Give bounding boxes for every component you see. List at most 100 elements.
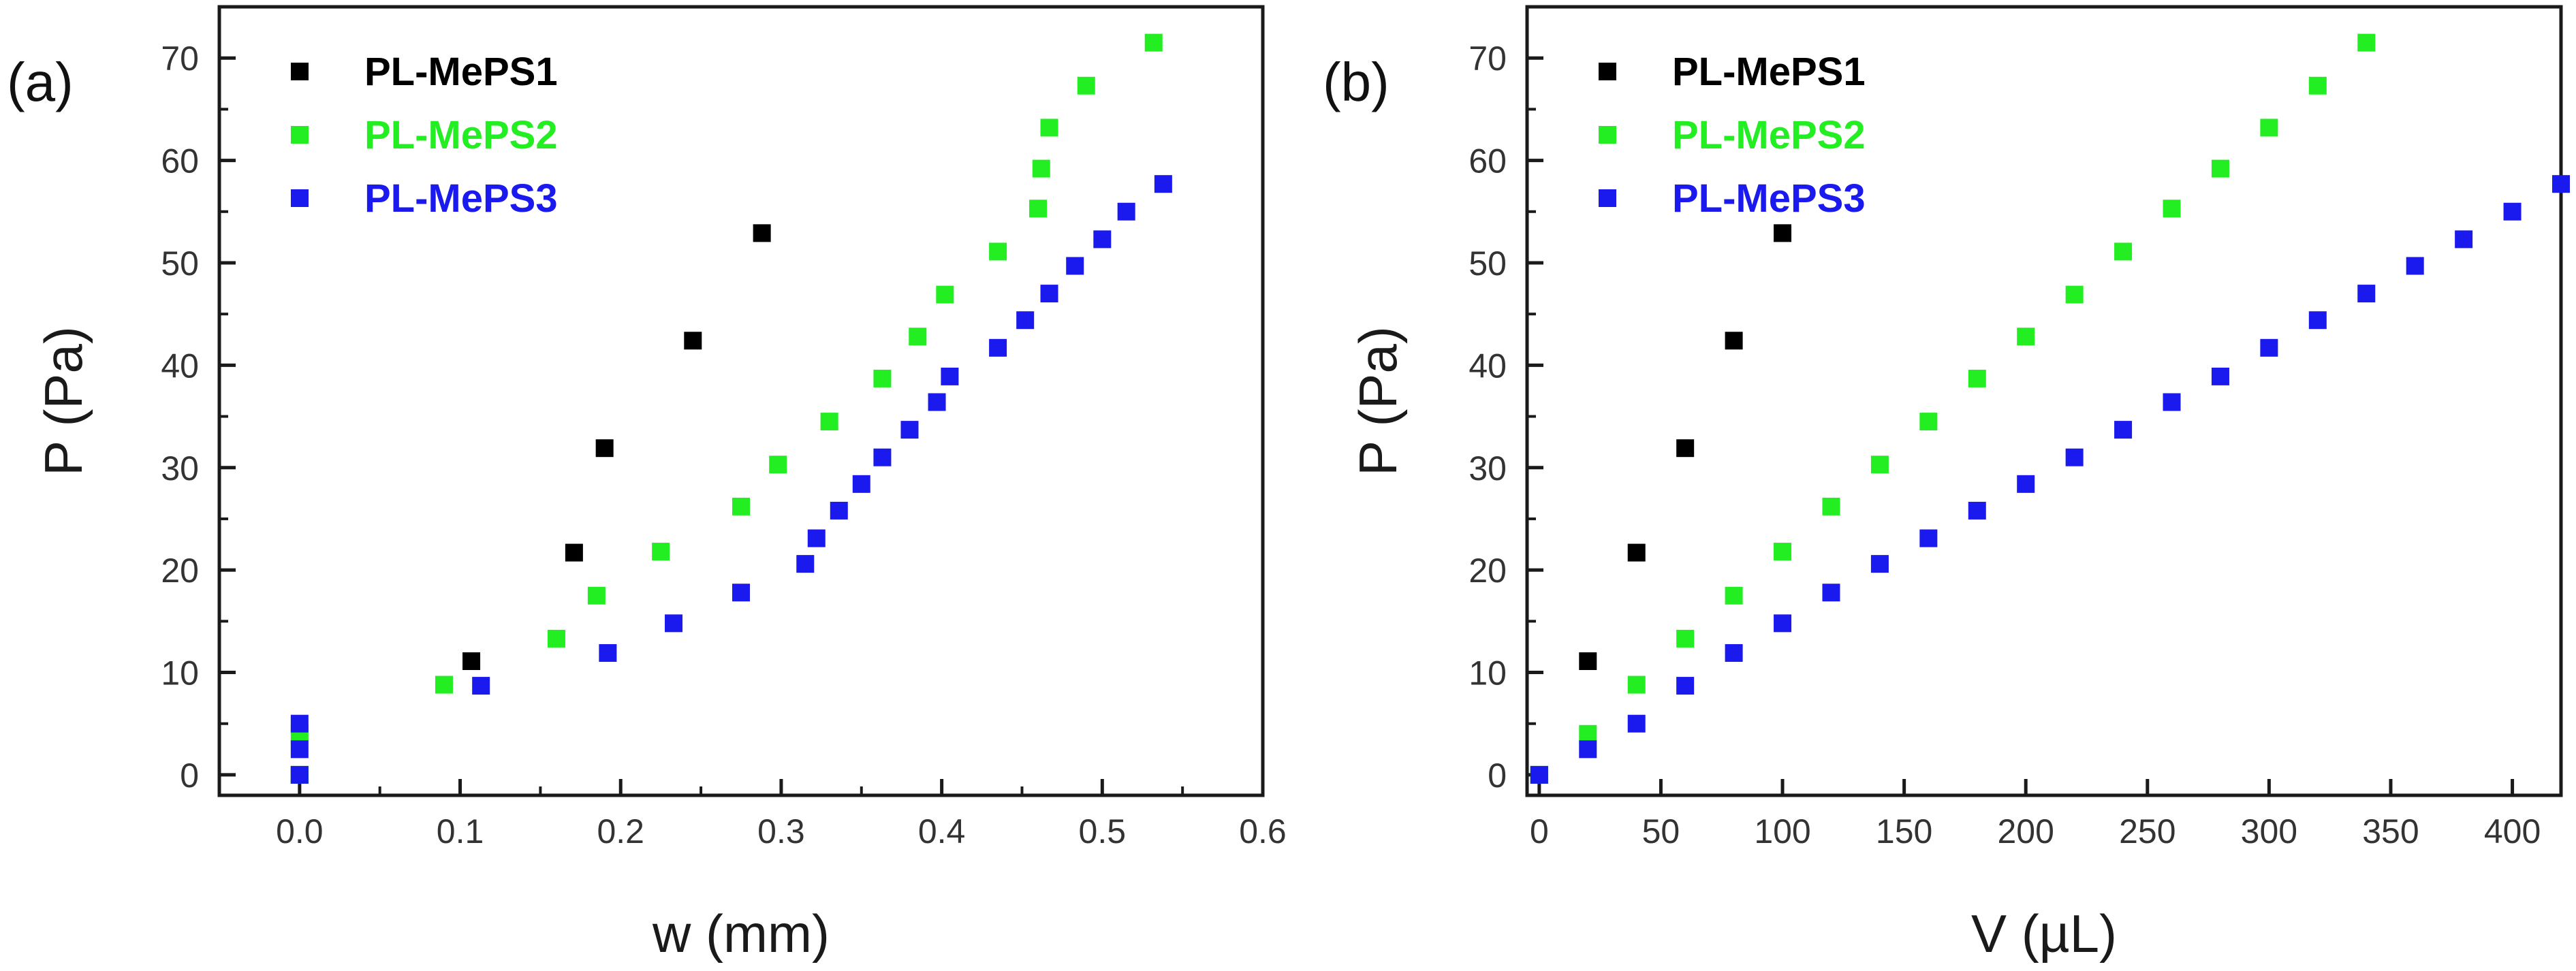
data-point [1676,677,1695,695]
series-pl-meps3 [1530,175,2570,784]
panel-label: (b) [1323,52,1389,112]
panel-a: 0.0 0.1 0.2 0.3 0.4 0.5 0.6 0 10 20 30 40 50 60 70 w (m… [7,5,1287,964]
y-tick-label: 50 [1468,244,1507,283]
data-point [1627,543,1646,562]
y-tick-label: 70 [161,39,199,78]
x-axis-label: V (µL) [1971,904,2117,964]
y-tick-label: 50 [161,244,199,283]
data-point [1774,224,1792,242]
legend: PL-MePS1 PL-MePS2 PL-MePS3 [1599,50,1866,221]
data-point [2163,393,2181,411]
legend-label: PL-MePS1 [1672,50,1866,94]
data-point [684,332,702,350]
panel-b: 0 50 100 150 200 250 300 350 400 0 10 20 30 40 50 60 70 V… [1323,5,2570,964]
data-point [1117,202,1135,221]
y-tick-label: 10 [161,654,199,693]
series-pl-meps1 [290,224,771,784]
legend-marker [1599,126,1616,144]
x-tick-label: 250 [2119,812,2176,850]
data-point [753,224,771,242]
data-point [2357,33,2376,52]
data-point [652,543,670,561]
data-point [830,501,848,520]
data-point [1154,175,1172,193]
data-point [2017,475,2035,493]
plot-frame [1525,5,2563,797]
data-point [595,439,614,458]
x-tick-label: 350 [2362,812,2419,850]
data-point [1066,257,1084,275]
data-point [1968,369,1986,387]
y-tick-label: 20 [1468,552,1507,590]
data-point [820,413,838,431]
x-tick-label: 300 [2241,812,2297,850]
data-point [547,629,565,648]
data-point [1530,765,1548,784]
data-point [2114,242,2133,261]
x-tick-label: 200 [1997,812,2054,850]
data-point [852,475,870,493]
series-pl-meps1 [1530,224,1792,784]
data-point [1016,311,1035,330]
data-point [1676,439,1695,458]
data-point [909,328,927,346]
data-point [1822,584,1840,602]
data-point [2503,202,2522,221]
data-point [732,497,750,515]
y-tick-label: 0 [1488,757,1507,795]
y-tick-label: 70 [1468,39,1507,78]
plot-frame [217,5,1265,797]
data-point [989,338,1007,357]
y-tick-label: 10 [1468,654,1507,693]
data-point [2455,230,2473,249]
data-point [936,285,954,304]
data-point [900,421,919,439]
data-point [565,543,583,562]
data-point [2260,118,2278,137]
x-tick-label: 100 [1754,812,1810,850]
y-tick-label: 20 [161,552,199,590]
x-tick-label: 0.6 [1239,812,1287,850]
x-tick-label: 0 [1530,812,1549,850]
y-tick-label: 60 [161,142,199,180]
legend-label: PL-MePS2 [364,113,558,157]
series-pl-meps2 [290,33,1163,784]
data-point [2357,285,2376,303]
data-point [2211,367,2229,385]
y-axis-label: P (Pa) [1348,326,1408,476]
data-point [1627,675,1646,694]
data-point [928,393,946,411]
data-point [2260,338,2278,357]
data-point [1040,118,1058,137]
data-point [796,555,815,573]
data-point [1579,740,1597,759]
data-point [989,242,1007,261]
data-point [873,448,892,466]
data-point [290,714,309,733]
legend-marker [291,63,309,80]
data-point [665,614,683,633]
x-tick-label: 0.3 [757,812,805,850]
legend-label: PL-MePS3 [1672,176,1866,221]
data-point [732,584,750,602]
data-point [2211,159,2229,178]
y-tick-label: 40 [161,347,199,385]
data-point [1093,230,1112,249]
y-axis-label: P (Pa) [33,326,93,476]
data-point [807,529,826,547]
data-point [1919,413,1938,431]
data-point [2017,328,2035,346]
data-point [1968,501,1986,520]
data-point [2308,311,2327,330]
x-tick-label: 0.2 [597,812,644,850]
x-tick-label: 0.1 [437,812,484,850]
legend: PL-MePS1 PL-MePS2 PL-MePS3 [291,50,558,221]
data-point [290,765,309,784]
y-tick-label: 40 [1468,347,1507,385]
x-tick-label: 0.4 [918,812,966,850]
y-tick-label: 0 [180,757,199,795]
data-point [2163,200,2181,218]
data-point [2065,448,2084,466]
data-point [1627,714,1646,733]
